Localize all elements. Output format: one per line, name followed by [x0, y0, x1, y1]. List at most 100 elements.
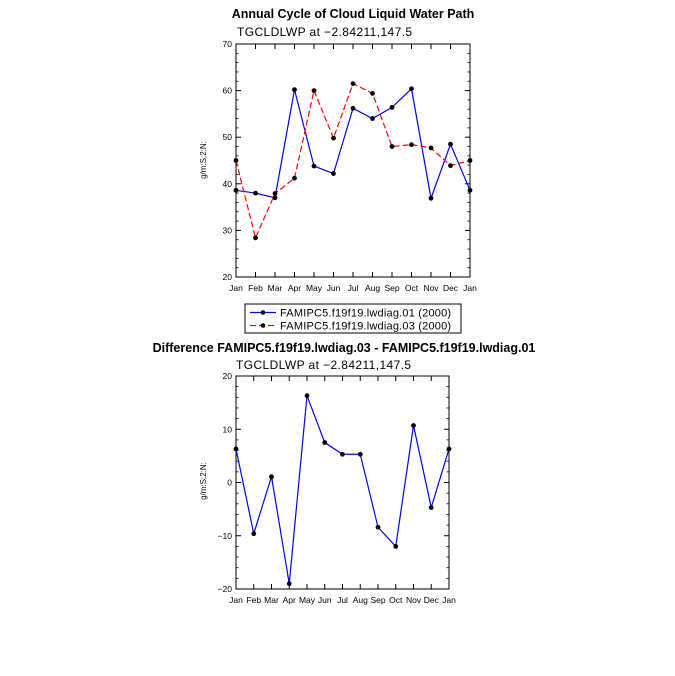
bottom-chart-title: Difference FAMIPC5.f19f19.lwdiag.03 - FA… [153, 341, 536, 355]
top-chart-xtick-label: May [306, 283, 323, 293]
top-chart-xtick-label: Apr [288, 283, 301, 293]
top-chart-data-point [467, 187, 473, 193]
bottom-chart-ylabel: g/m:S:2:N: [199, 462, 208, 500]
top-chart-data-point [253, 235, 258, 241]
bottom-chart-xtick-label: Oct [389, 595, 403, 605]
bottom-chart-xtick-label: Aug [353, 595, 368, 605]
bottom-chart-xtick-label: Dec [424, 595, 440, 605]
top-chart-data-point [311, 163, 317, 169]
top-chart-data-point [311, 88, 317, 93]
bottom-chart-xtick-label: Jan [442, 595, 456, 605]
bottom-chart-data-point [304, 393, 310, 399]
bottom-chart-xtick-label: Mar [264, 595, 279, 605]
top-chart-data-point [409, 142, 414, 148]
bottom-chart-data-point [340, 451, 345, 457]
top-chart-ytick-label: 20 [223, 272, 233, 282]
top-chart-plot-frame [235, 43, 471, 278]
top-chart-xtick-label: Jan [463, 283, 477, 293]
bottom-chart-data-point [446, 446, 452, 452]
top-chart-data-point [233, 158, 239, 163]
top-chart-ytick-label: 70 [223, 39, 233, 49]
bottom-chart-plot-frame [235, 375, 450, 590]
bottom-chart-data-point [375, 524, 381, 530]
top-chart-xtick-label: Dec [443, 283, 459, 293]
top-chart-data-point [370, 90, 375, 96]
legend-box [244, 303, 462, 334]
top-chart-ytick-label: 40 [223, 179, 233, 189]
bottom-chart-xtick-label: May [299, 595, 316, 605]
top-chart-xtick-label: Nov [423, 283, 439, 293]
top-chart-ytick-label: 60 [223, 86, 233, 96]
top-chart-data-point [350, 105, 356, 111]
bottom-chart-subtitle: TGCLDLWP at −2.84211,147.5 [236, 358, 412, 372]
top-chart-xtick-label: Jul [348, 283, 359, 293]
bottom-chart-ytick-label: −20 [218, 584, 233, 594]
top-chart-xtick-label: Aug [365, 283, 380, 293]
bottom-chart-data-point [269, 474, 274, 480]
legend-marker-series-2 [260, 323, 266, 328]
bottom-chart: Difference FAMIPC5.f19f19.lwdiag.03 - FA… [153, 341, 536, 605]
legend-label-series-2: FAMIPC5.f19f19.lwdiag.03 (2000) [280, 321, 451, 333]
legend-label-series-1: FAMIPC5.f19f19.lwdiag.01 (2000) [280, 308, 451, 320]
top-chart-title: Annual Cycle of Cloud Liquid Water Path [232, 7, 475, 21]
top-chart-x-axis: Jan Feb Mar Apr May Jun Jul Aug Sep Oct Nov Dec Jan [229, 44, 477, 293]
top-chart-data-point [233, 187, 239, 193]
top-chart-data-point [292, 175, 297, 181]
bottom-chart-data-point [411, 423, 416, 428]
bottom-chart-xtick-label: Jan [229, 595, 243, 605]
top-chart-data-point [331, 171, 336, 176]
top-chart-y-axis: 20 30 40 50 60 70 [223, 39, 470, 282]
bottom-chart-data-point [393, 544, 399, 549]
top-chart-series [233, 81, 473, 241]
top-chart-data-point [448, 141, 453, 147]
top-chart-xtick-label: Oct [405, 283, 419, 293]
bottom-chart-ytick-label: −10 [218, 531, 233, 541]
top-chart-data-point [428, 145, 434, 151]
top-chart: Annual Cycle of Cloud Liquid Water Path … [199, 7, 477, 334]
top-chart-xtick-label: Jan [229, 283, 243, 293]
top-chart-xtick-label: Jun [327, 283, 341, 293]
top-chart-subtitle: TGCLDLWP at −2.84211,147.5 [237, 25, 413, 39]
bottom-chart-series [233, 393, 452, 587]
legend-marker-series-1 [260, 310, 266, 315]
top-chart-data-point [272, 191, 278, 196]
bottom-chart-xtick-label: Feb [246, 595, 261, 605]
bottom-chart-ytick-label: 20 [223, 371, 233, 381]
top-chart-data-point [350, 81, 356, 87]
bottom-chart-data-point [286, 581, 292, 587]
top-chart-ytick-label: 50 [223, 132, 233, 142]
top-chart-data-point [448, 163, 453, 169]
legend: FAMIPC5.f19f19.lwdiag.01 (2000) FAMIPC5.… [244, 303, 462, 334]
bottom-chart-data-point [322, 440, 328, 445]
bottom-chart-xtick-label: Apr [283, 595, 296, 605]
top-chart-data-point [331, 135, 336, 141]
bottom-chart-series-line-1 [235, 395, 450, 584]
bottom-chart-xtick-label: Jun [318, 595, 332, 605]
top-chart-data-point [389, 104, 395, 110]
top-chart-data-point [409, 86, 414, 92]
bottom-chart-xtick-label: Sep [370, 595, 385, 605]
top-chart-xtick-label: Sep [384, 283, 399, 293]
bottom-chart-xtick-label: Nov [406, 595, 422, 605]
bottom-chart-data-point [251, 531, 257, 537]
bottom-chart-xtick-label: Jul [337, 595, 348, 605]
bottom-chart-data-point [233, 446, 239, 452]
top-chart-data-point [253, 190, 258, 196]
top-chart-data-point [389, 144, 395, 149]
top-chart-xtick-label: Feb [248, 283, 263, 293]
top-chart-data-point [272, 195, 278, 201]
top-chart-ytick-label: 30 [223, 225, 233, 235]
top-chart-data-point [370, 116, 375, 121]
top-chart-series-line-1 [235, 87, 471, 201]
bottom-chart-x-axis: Jan Feb Mar Apr May Jun Jul Aug Sep Oct Nov Dec Jan [229, 376, 456, 605]
bottom-chart-ytick-label: 0 [227, 478, 232, 488]
bottom-chart-ytick-label: 10 [223, 424, 233, 434]
bottom-chart-data-point [428, 505, 434, 510]
top-chart-xtick-label: Mar [268, 283, 283, 293]
top-chart-data-point [467, 158, 473, 163]
bottom-chart-data-point [357, 451, 363, 457]
bottom-chart-y-axis: −20 −10 0 10 20 [218, 371, 449, 594]
top-chart-data-point [428, 195, 434, 201]
top-chart-data-point [292, 87, 297, 93]
